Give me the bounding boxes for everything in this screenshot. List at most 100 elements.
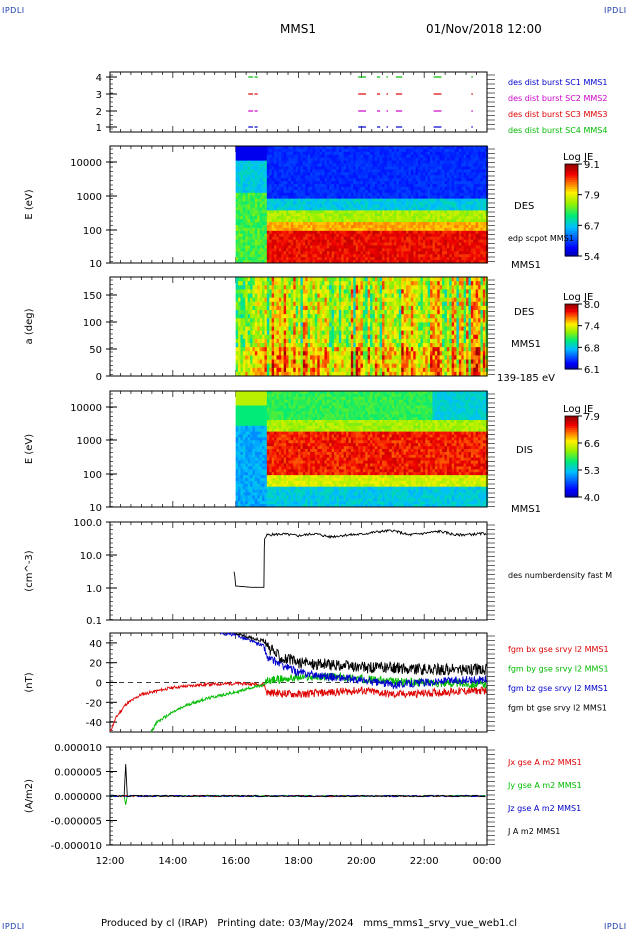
des-energy-cell bbox=[439, 207, 443, 211]
des-energy-cell bbox=[401, 236, 405, 241]
des-energy-cell bbox=[398, 239, 402, 244]
des-energy-cell bbox=[362, 227, 366, 232]
des-energy-cell bbox=[314, 201, 318, 205]
des-energy-cell bbox=[413, 163, 417, 167]
des-energy-cell bbox=[350, 210, 354, 214]
des-energy-cell bbox=[360, 230, 364, 235]
des-energy-cell bbox=[449, 204, 453, 208]
des-energy-cell bbox=[377, 169, 381, 173]
des-energy-cell bbox=[240, 181, 244, 185]
des-pitch-cell bbox=[235, 363, 239, 369]
des-energy-cell bbox=[317, 210, 321, 214]
des-energy-cell bbox=[250, 236, 253, 241]
des-energy-cell bbox=[480, 227, 484, 232]
des-energy-cell bbox=[446, 148, 450, 153]
des-pitch-cell bbox=[242, 293, 246, 299]
des-energy-cell bbox=[430, 198, 433, 203]
des-energy-cell bbox=[432, 227, 436, 232]
des-energy-cell bbox=[329, 148, 333, 153]
des-energy-cell bbox=[461, 233, 465, 238]
des-energy-cell bbox=[288, 251, 292, 255]
des-energy-cell bbox=[252, 195, 256, 200]
des-energy-cell bbox=[319, 178, 323, 182]
des-energy-cell bbox=[278, 204, 282, 208]
des-energy-cell bbox=[482, 207, 486, 211]
des-energy-colorbar-cell bbox=[565, 228, 578, 232]
des-energy-cell bbox=[274, 233, 277, 238]
des-energy-cell bbox=[482, 166, 486, 170]
des-energy-cell bbox=[343, 148, 347, 153]
des-energy-cell bbox=[372, 230, 376, 235]
des-energy-cell bbox=[401, 195, 405, 200]
des-energy-cell bbox=[360, 207, 364, 211]
des-energy-cell bbox=[415, 178, 419, 182]
des-energy-cell bbox=[386, 189, 390, 194]
des-energy-cell bbox=[317, 260, 321, 264]
des-energy-cell bbox=[362, 175, 366, 179]
des-energy-cell bbox=[408, 186, 412, 191]
des-energy-cell bbox=[262, 201, 265, 205]
des-pitch-cell bbox=[235, 293, 239, 299]
des-energy-cell bbox=[300, 254, 304, 258]
des-pitch-cell bbox=[235, 343, 239, 348]
des-energy-cell bbox=[442, 172, 445, 176]
des-energy-cell bbox=[322, 222, 325, 226]
des-energy-cell bbox=[463, 207, 467, 211]
des-energy-cell bbox=[442, 216, 445, 220]
des-energy-cell bbox=[238, 260, 241, 264]
des-energy-cell bbox=[331, 219, 335, 223]
des-energy-cell bbox=[288, 172, 292, 176]
des-energy-cell bbox=[410, 163, 414, 167]
des-energy-cell bbox=[451, 184, 455, 188]
des-energy-cell bbox=[312, 201, 316, 205]
des-energy-cell bbox=[350, 160, 354, 165]
des-energy-cell bbox=[329, 201, 333, 205]
des-energy-cell bbox=[314, 178, 318, 182]
des-energy-cell bbox=[442, 230, 445, 235]
des-energy-cell bbox=[451, 219, 455, 223]
des-energy-cell bbox=[444, 175, 448, 179]
des-energy-cell bbox=[278, 227, 282, 232]
des-energy-cell bbox=[379, 216, 383, 220]
des-energy-cell bbox=[422, 233, 426, 238]
des-energy-cell bbox=[410, 242, 414, 246]
des-energy-cell bbox=[370, 160, 373, 165]
des-pitch-cell bbox=[245, 305, 249, 311]
des-energy-cell bbox=[264, 146, 268, 150]
des-energy-cell bbox=[290, 245, 294, 249]
des-energy-cell bbox=[403, 213, 407, 217]
des-pitch-cell bbox=[242, 301, 246, 307]
des-energy-cell bbox=[437, 186, 441, 191]
des-energy-cell bbox=[480, 178, 484, 182]
des-energy-cell bbox=[377, 201, 381, 205]
des-energy-cell bbox=[278, 151, 282, 156]
des-energy-cell bbox=[238, 184, 241, 188]
des-energy-cell bbox=[372, 192, 376, 197]
des-energy-cell bbox=[422, 207, 426, 211]
des-energy-cell bbox=[372, 189, 376, 194]
des-pitch-cell bbox=[238, 367, 241, 373]
des-energy-cell bbox=[370, 204, 373, 208]
des-energy-cell bbox=[480, 254, 484, 258]
des-energy-cell bbox=[334, 184, 337, 188]
des-energy-cell bbox=[319, 239, 323, 244]
des-energy-cell bbox=[283, 181, 287, 185]
des-energy-cell bbox=[238, 230, 241, 235]
des-energy-cell bbox=[463, 151, 467, 156]
des-energy-cell bbox=[413, 195, 417, 200]
des-energy-cell bbox=[401, 213, 405, 217]
des-energy-cell bbox=[305, 157, 309, 162]
des-energy-cell bbox=[358, 210, 361, 214]
des-energy-cell bbox=[276, 239, 280, 244]
des-pitch-cell bbox=[254, 334, 258, 340]
des-energy-cell bbox=[362, 224, 366, 229]
des-energy-cell bbox=[367, 207, 371, 211]
des-pitch-cell bbox=[240, 330, 244, 336]
des-energy-cell bbox=[413, 207, 417, 211]
des-energy-cell bbox=[314, 227, 318, 232]
des-energy-cell bbox=[324, 181, 328, 185]
des-energy-cell bbox=[451, 224, 455, 229]
des-energy-cell bbox=[348, 175, 352, 179]
des-energy-cell bbox=[302, 204, 306, 208]
des-energy-cell bbox=[254, 154, 258, 159]
